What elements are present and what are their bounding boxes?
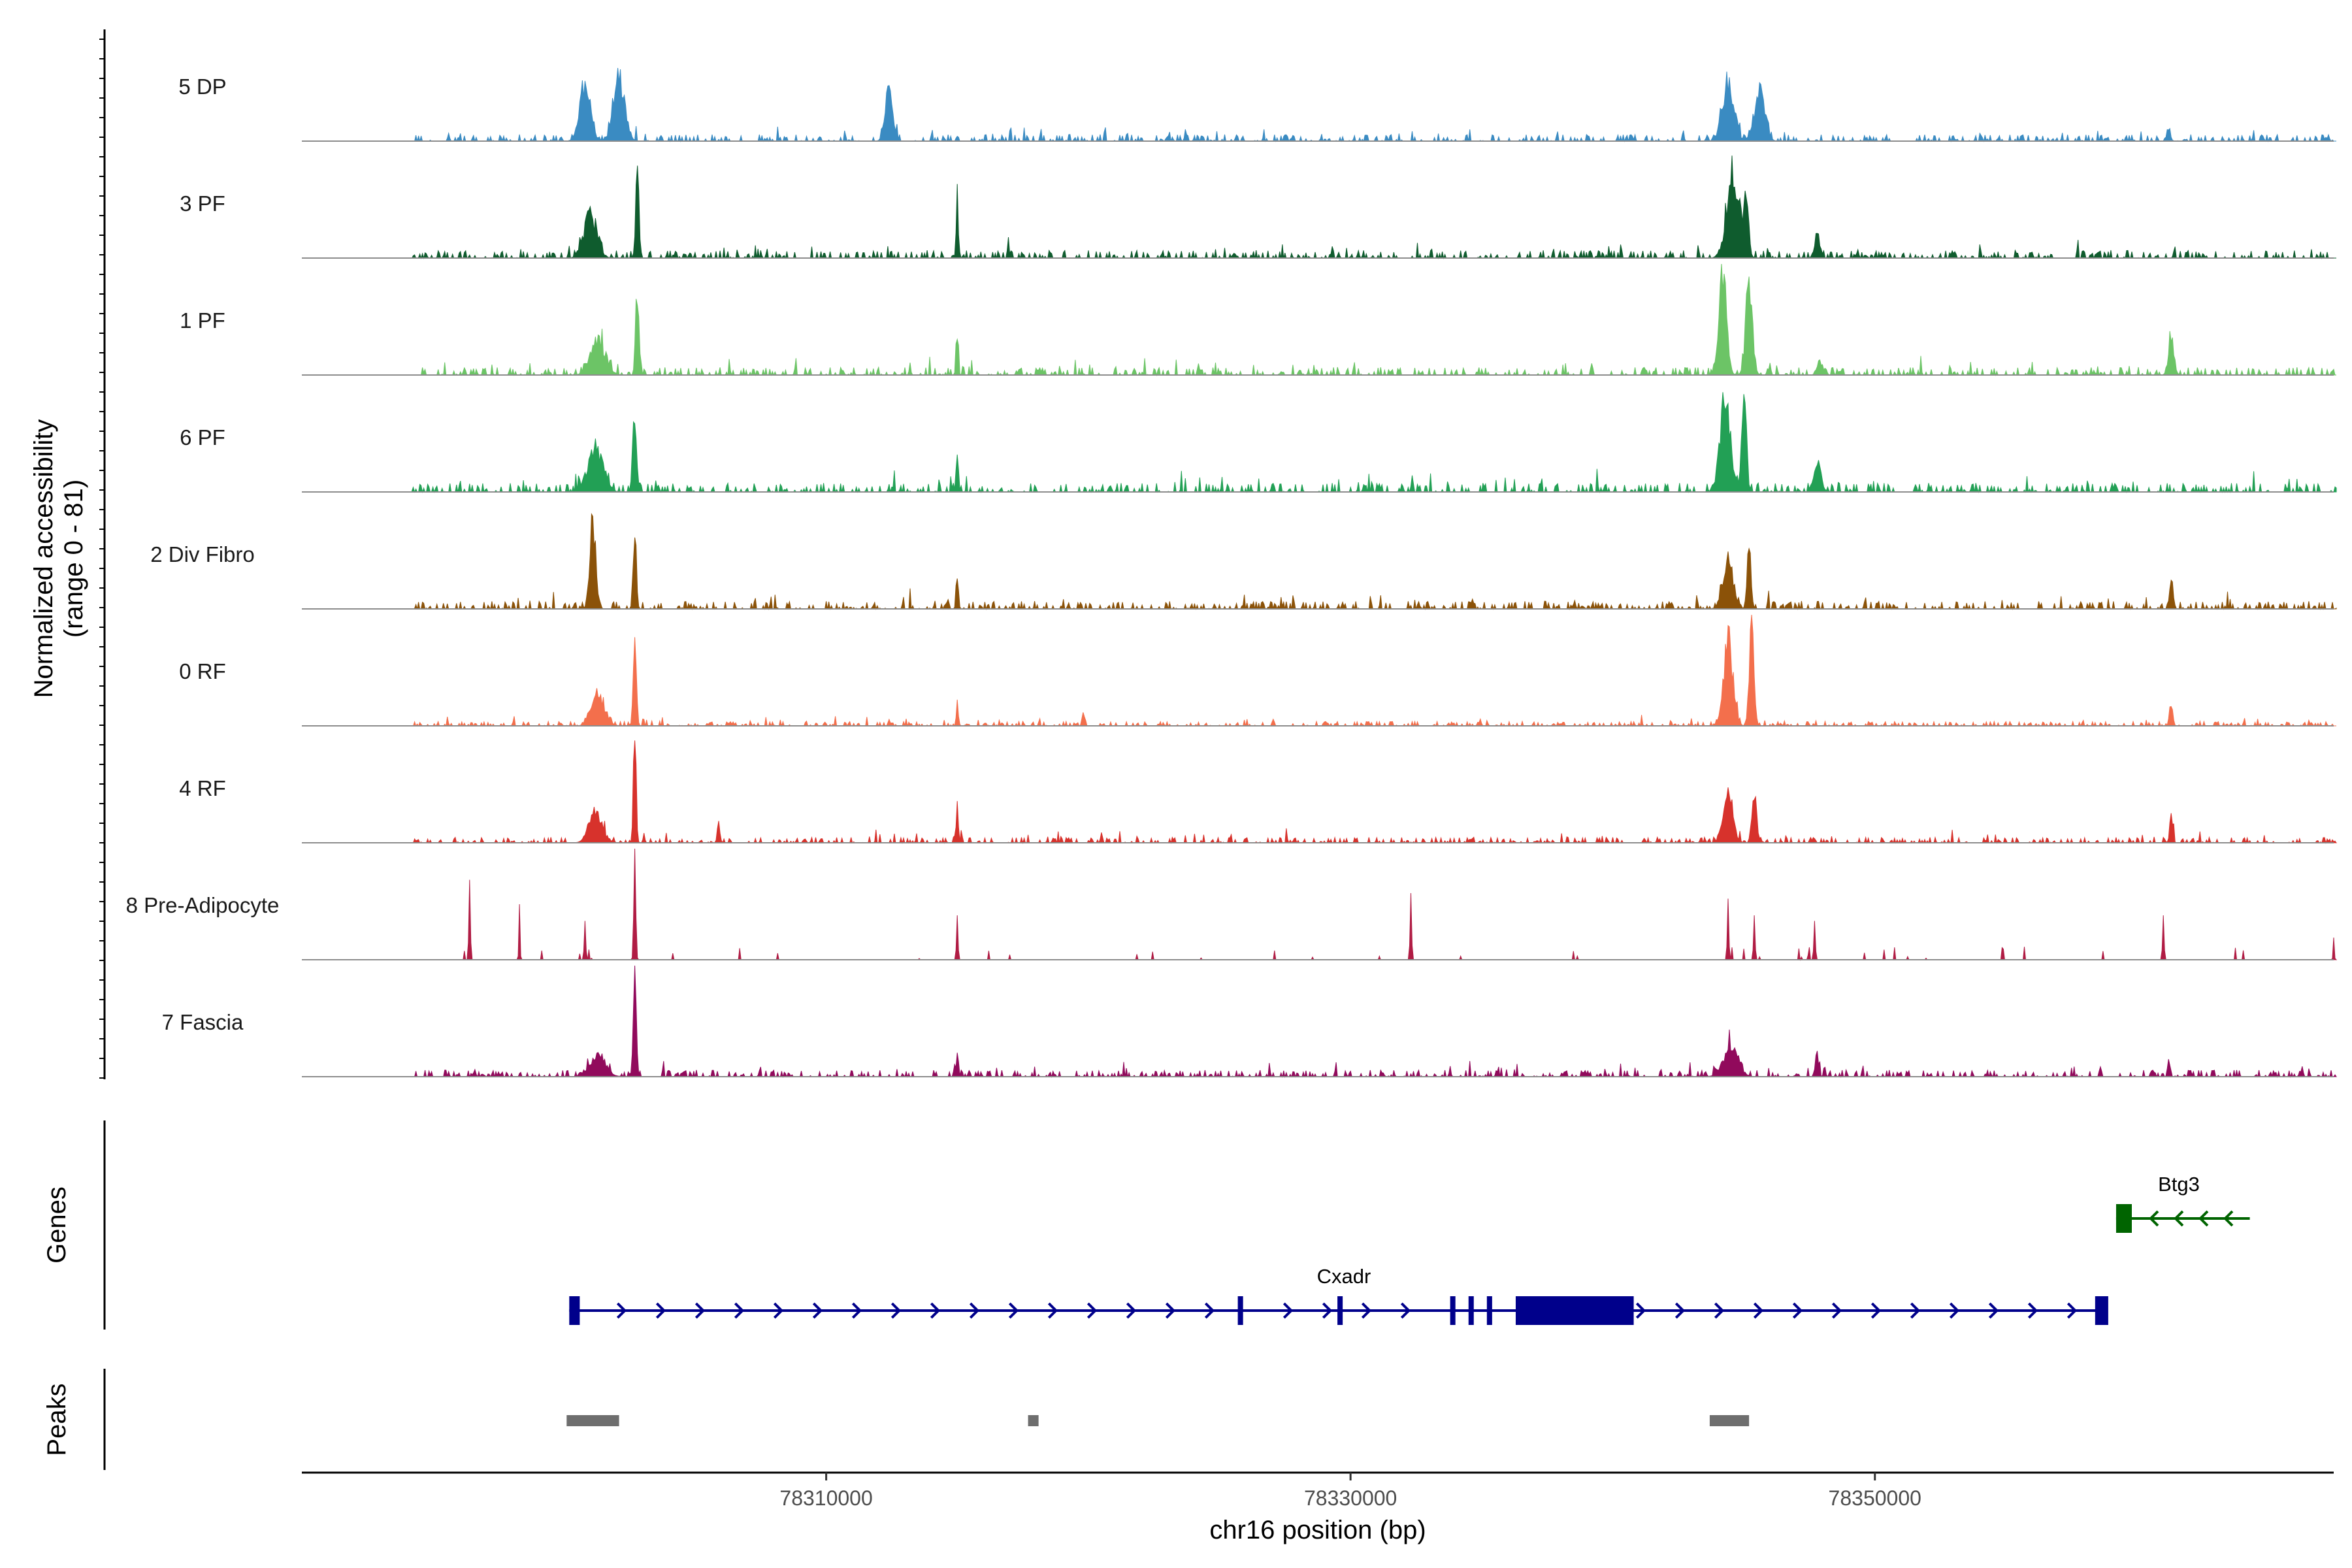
strand-chevron	[930, 1302, 941, 1319]
track-7-fascia: 7 Fascia	[162, 965, 2337, 1078]
strand-chevron	[1792, 1302, 1803, 1319]
strand-chevron	[851, 1302, 862, 1319]
strand-chevron	[969, 1302, 980, 1319]
strand-chevron	[812, 1302, 823, 1319]
strand-chevron	[1400, 1302, 1411, 1319]
track-label: 6 PF	[180, 425, 225, 449]
strand-chevron	[890, 1302, 902, 1319]
track-label: 7 Fascia	[162, 1010, 244, 1034]
track-label: 4 RF	[179, 776, 226, 800]
gene-exon	[2095, 1296, 2108, 1325]
strand-chevron	[2174, 1210, 2184, 1227]
gene-name-label: Cxadr	[1317, 1265, 1371, 1288]
strand-chevron	[2198, 1210, 2209, 1227]
y-axis-title-line1: Normalized accessibility	[29, 419, 58, 698]
gene-exon	[569, 1296, 580, 1325]
strand-chevron	[1008, 1302, 1019, 1319]
track-6-pf: 6 PF	[180, 392, 2337, 493]
strand-chevron	[1870, 1302, 1882, 1319]
track-8-pre-adipocyte: 8 Pre-Adipocyte	[126, 848, 2338, 961]
accessibility-tracks: 5 DP 3 PF 1 PF 6 PF 2 Div Fibro 0 RF 4 RF 8 Pre…	[126, 67, 2338, 1078]
strand-chevron	[1831, 1302, 1842, 1319]
track-2-div-fibro: 2 Div Fibro	[150, 512, 2337, 610]
strand-chevron	[1361, 1302, 1372, 1319]
strand-chevron	[2027, 1302, 2038, 1319]
strand-chevron	[1674, 1302, 1686, 1319]
track-label: 3 PF	[180, 191, 225, 216]
strand-chevron	[2066, 1302, 2078, 1319]
peak-region-bar	[566, 1415, 619, 1426]
track-label: 5 DP	[178, 74, 226, 99]
y-axis-title-line2: (range 0 - 81)	[59, 480, 88, 638]
strand-chevron	[1165, 1302, 1176, 1319]
strand-chevron	[1086, 1302, 1098, 1319]
coverage-area	[411, 155, 2336, 259]
coverage-area	[412, 512, 2337, 610]
x-tick-label: 78310000	[779, 1486, 872, 1510]
track-label: 8 Pre-Adipocyte	[126, 893, 280, 917]
coverage-area	[412, 614, 2336, 727]
gene-exon	[1337, 1296, 1343, 1325]
tracks-y-axis-ticks	[99, 39, 105, 1079]
gene-exon	[2115, 1204, 2132, 1233]
coverage-area	[412, 848, 2338, 961]
strand-chevron	[1753, 1302, 1764, 1319]
strand-chevron	[1282, 1302, 1294, 1319]
gene-exon	[1515, 1296, 1634, 1325]
gene-exon	[1237, 1296, 1243, 1325]
strand-chevron	[694, 1302, 706, 1319]
strand-chevron	[1204, 1302, 1215, 1319]
track-3-pf: 3 PF	[180, 155, 2336, 259]
coverage-area	[412, 67, 2336, 142]
x-tick-label: 78350000	[1829, 1486, 1921, 1510]
gene-exon	[1468, 1296, 1474, 1325]
track-0-rf: 0 RF	[179, 614, 2336, 727]
peak-region-bar	[1028, 1415, 1039, 1426]
strand-chevron	[1047, 1302, 1058, 1319]
gene-name-label: Btg3	[2158, 1173, 2200, 1196]
track-label: 0 RF	[179, 659, 226, 683]
strand-chevron	[1322, 1302, 1333, 1319]
gene-exon	[1450, 1296, 1456, 1325]
track-4-rf: 4 RF	[179, 740, 2337, 844]
strand-chevron	[655, 1302, 666, 1319]
x-axis-ticks: 78310000 78330000 78350000	[779, 1473, 1921, 1510]
strand-chevron	[1910, 1302, 1921, 1319]
strand-chevron	[734, 1302, 745, 1319]
track-5-dp: 5 DP	[178, 67, 2336, 142]
peaks-panel-label: Peaks	[42, 1383, 71, 1456]
peak-regions	[566, 1415, 1750, 1426]
gene-annotations: Cxadr Btg3	[569, 1173, 2250, 1325]
strand-chevron	[1714, 1302, 1725, 1319]
peak-region-bar	[1709, 1415, 1750, 1426]
strand-chevron	[773, 1302, 784, 1319]
track-1-pf: 1 PF	[180, 263, 2336, 376]
gene-exon	[1486, 1296, 1492, 1325]
strand-chevron	[2149, 1210, 2159, 1227]
strand-chevron	[1635, 1302, 1646, 1319]
strand-chevron	[1949, 1302, 1960, 1319]
strand-chevron	[616, 1302, 627, 1319]
gene-cxadr: Cxadr	[569, 1265, 2108, 1325]
genes-panel-label: Genes	[42, 1186, 71, 1264]
coverage-area	[412, 740, 2337, 844]
coverage-area	[412, 965, 2337, 1078]
strand-chevron	[1126, 1302, 1137, 1319]
strand-chevron	[1988, 1302, 1999, 1319]
gene-btg3: Btg3	[2115, 1173, 2250, 1233]
track-label: 2 Div Fibro	[150, 542, 255, 566]
coverage-area	[412, 263, 2336, 376]
x-tick-label: 78330000	[1304, 1486, 1397, 1510]
x-axis-title: chr16 position (bp)	[1209, 1516, 1426, 1544]
y-axis-title: Normalized accessibility (range 0 - 81)	[29, 419, 88, 698]
track-label: 1 PF	[180, 308, 225, 333]
strand-chevron	[2223, 1210, 2234, 1227]
coverage-area	[412, 392, 2337, 493]
